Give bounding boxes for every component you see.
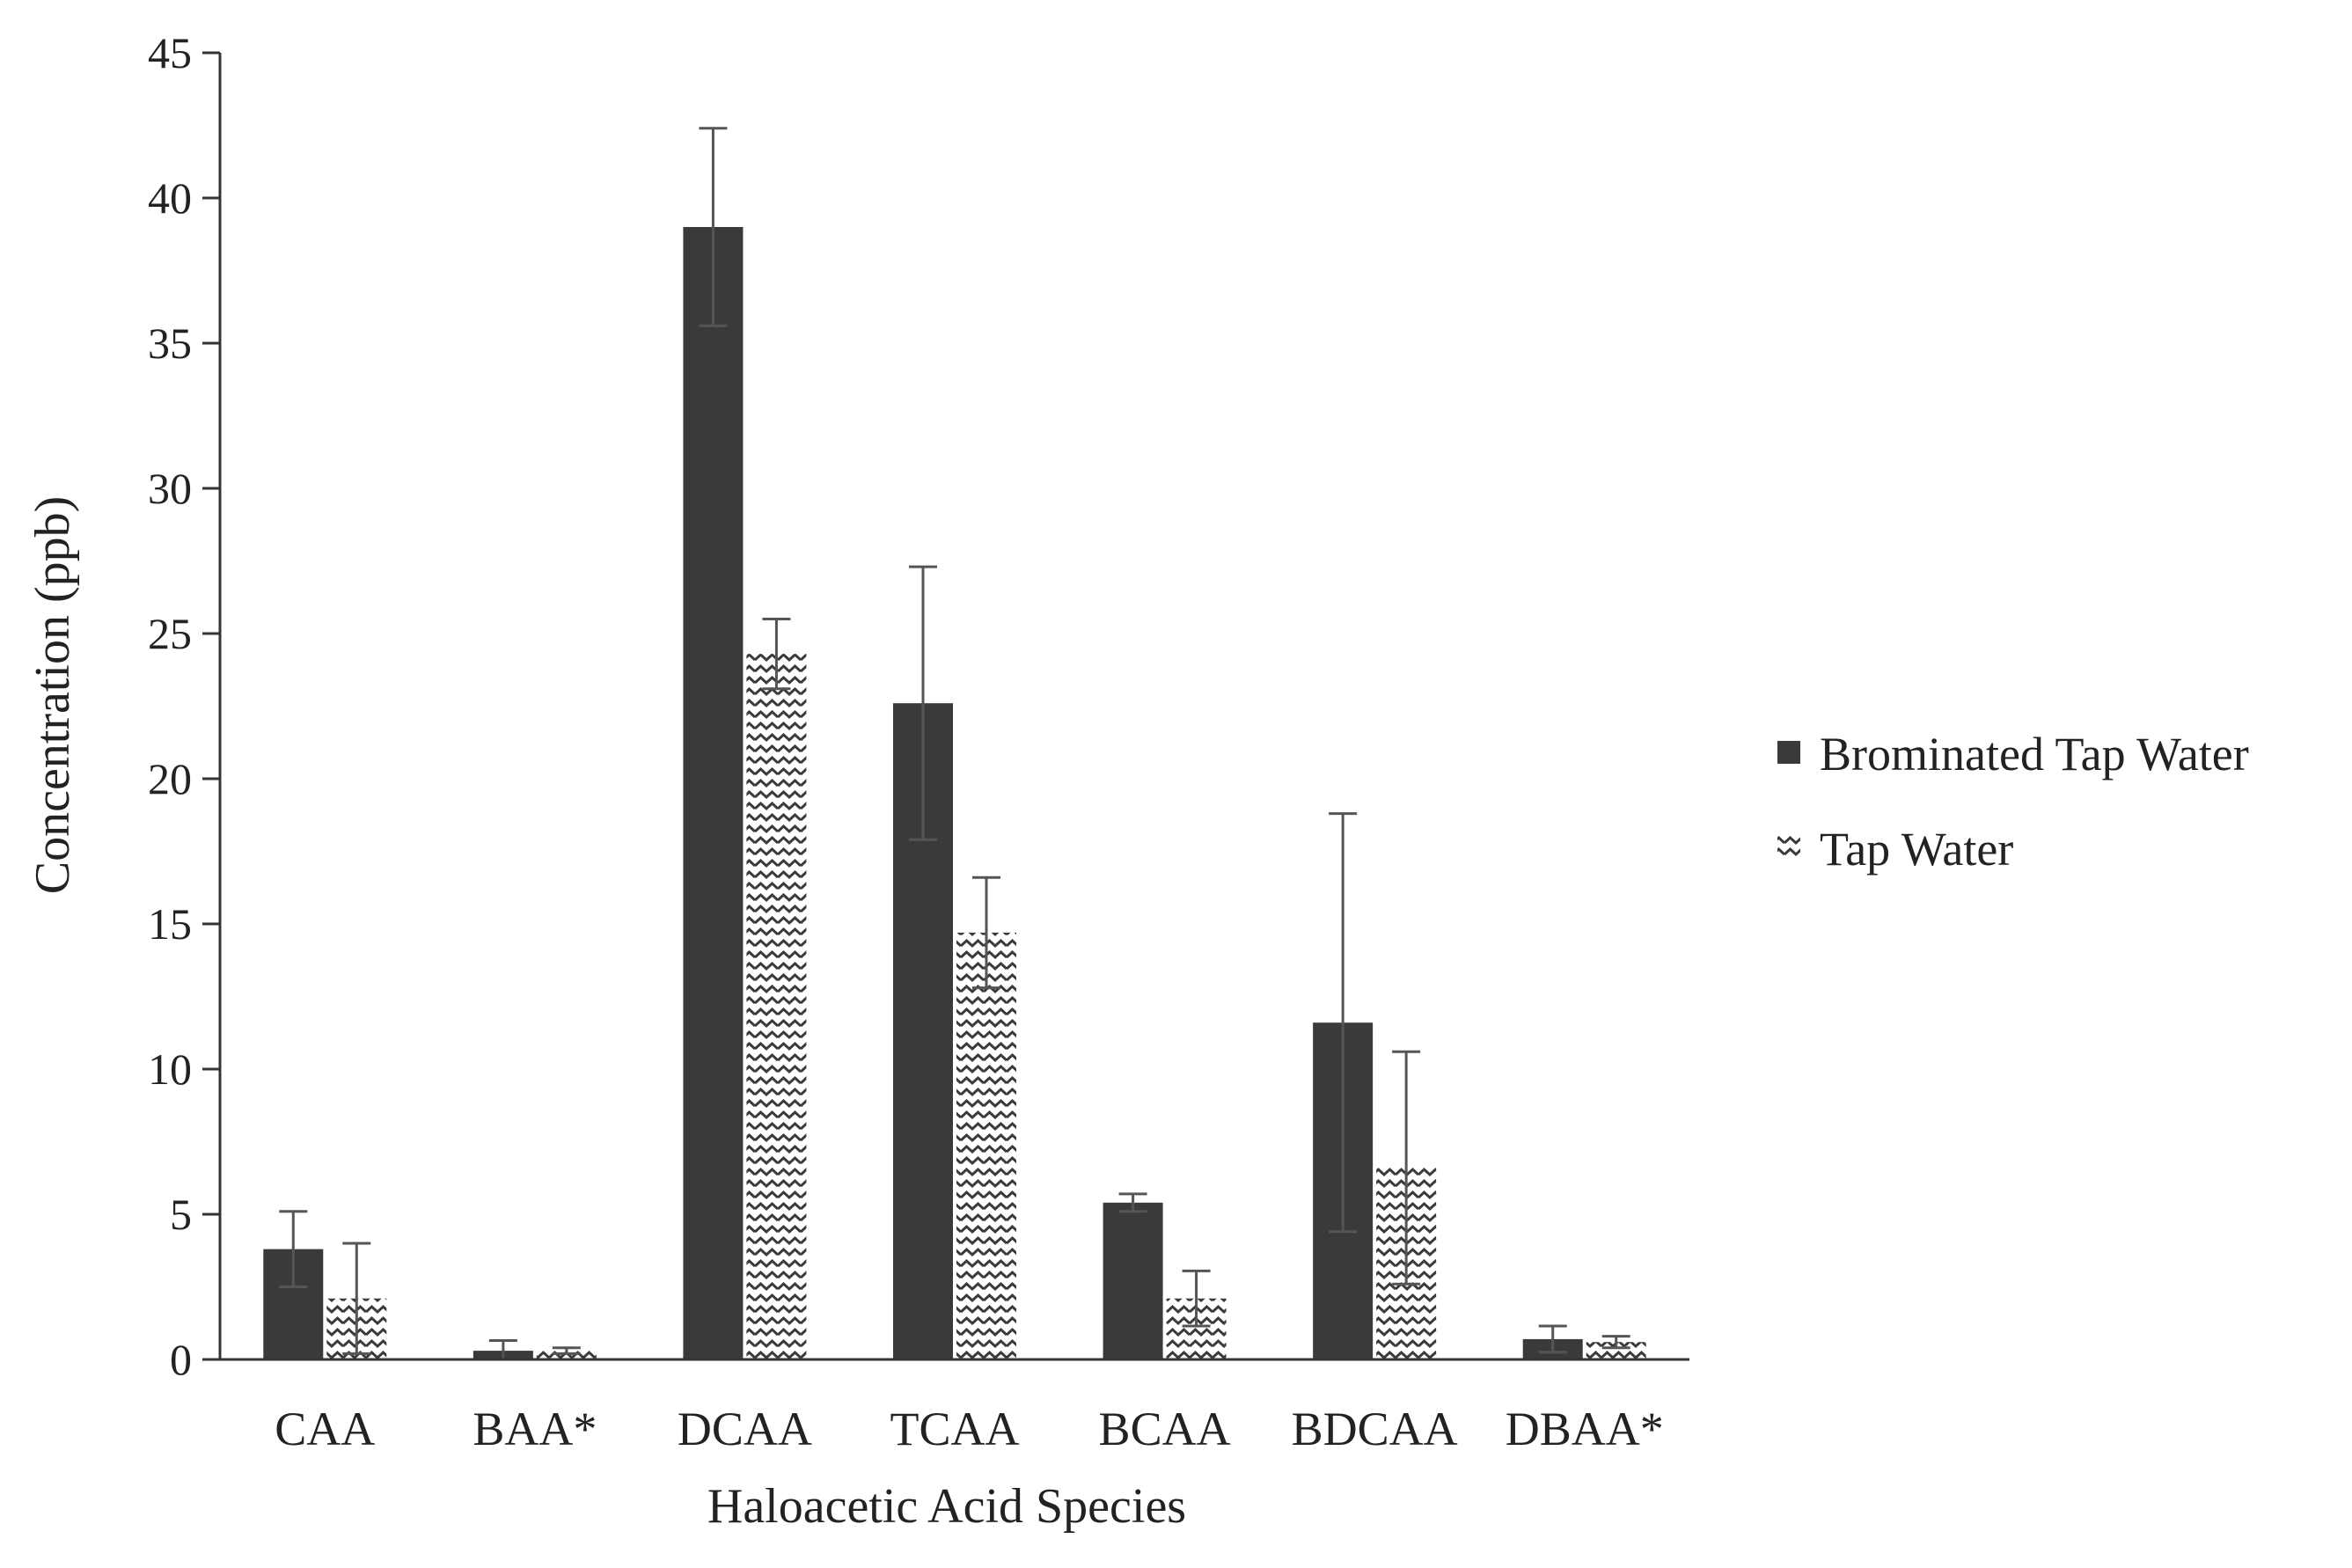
error-bar-tap-water-bcaa	[1182, 1269, 1211, 1328]
bar-tap-water-baa	[536, 1351, 597, 1359]
y-axis-ticks: 0 5 10 15 20 25 30 35 40 45	[148, 28, 220, 1384]
bar-brominated-tap-water-dcaa	[683, 227, 744, 1359]
bar-tap-water-dbaa	[1586, 1342, 1646, 1359]
error-bar-brominated-tap-water-bcaa	[1118, 1192, 1147, 1213]
y-axis-title: Concentration (ppb)	[26, 496, 80, 895]
error-bar-tap-water-bdcaa	[1392, 1050, 1421, 1286]
error-bar-tap-water-baa	[552, 1346, 581, 1355]
bars-group	[263, 227, 1646, 1359]
x-axis-category-labels: CAA BAA* DCAA TCAA BCAA BDCAA DBAA*	[275, 1403, 1663, 1455]
error-bar-brominated-tap-water-caa	[279, 1210, 308, 1288]
x-tick-label-caa: CAA	[275, 1403, 375, 1455]
x-tick-label-dcaa: DCAA	[678, 1403, 812, 1455]
x-axis-title: Haloacetic Acid Species	[707, 1479, 1186, 1534]
y-tick-label: 0	[170, 1335, 192, 1384]
legend-swatch-brominated-tap-water	[1777, 741, 1800, 764]
bar-tap-water-tcaa	[956, 932, 1016, 1359]
y-tick-label: 5	[170, 1190, 192, 1239]
error-bar-tap-water-dcaa	[762, 618, 791, 691]
y-tick-label: 30	[148, 464, 192, 513]
error-bars-group	[279, 127, 1630, 1361]
y-tick-label: 40	[148, 173, 192, 223]
y-tick-label: 15	[148, 899, 192, 949]
error-bar-tap-water-caa	[342, 1242, 371, 1355]
legend-swatch-tap-water	[1777, 836, 1800, 859]
y-tick-label: 25	[148, 609, 192, 658]
y-tick-label: 45	[148, 28, 192, 77]
error-bar-tap-water-tcaa	[972, 876, 1000, 990]
error-bar-brominated-tap-water-bdcaa	[1329, 812, 1358, 1234]
x-tick-label-tcaa: TCAA	[890, 1403, 1020, 1455]
x-tick-label-dbaa: DBAA*	[1506, 1403, 1664, 1455]
y-tick-label: 10	[148, 1044, 192, 1094]
bar-brominated-tap-water-bcaa	[1103, 1202, 1163, 1359]
legend-label-tap-water: Tap Water	[1820, 823, 2013, 876]
error-bar-tap-water-dbaa	[1601, 1335, 1630, 1350]
x-tick-label-bdcaa: BDCAA	[1292, 1403, 1458, 1455]
x-tick-label-baa: BAA*	[473, 1403, 597, 1455]
error-bar-brominated-tap-water-dbaa	[1538, 1324, 1567, 1354]
y-tick-label: 20	[148, 754, 192, 803]
bar-tap-water-dcaa	[746, 654, 807, 1359]
error-bar-brominated-tap-water-dcaa	[699, 127, 728, 327]
error-bar-brominated-tap-water-tcaa	[909, 565, 937, 841]
legend: Brominated Tap Water Tap Water	[1777, 728, 2249, 876]
y-tick-label: 35	[148, 319, 192, 368]
legend-label-brominated-tap-water: Brominated Tap Water	[1820, 728, 2249, 780]
x-tick-label-bcaa: BCAA	[1099, 1403, 1231, 1455]
